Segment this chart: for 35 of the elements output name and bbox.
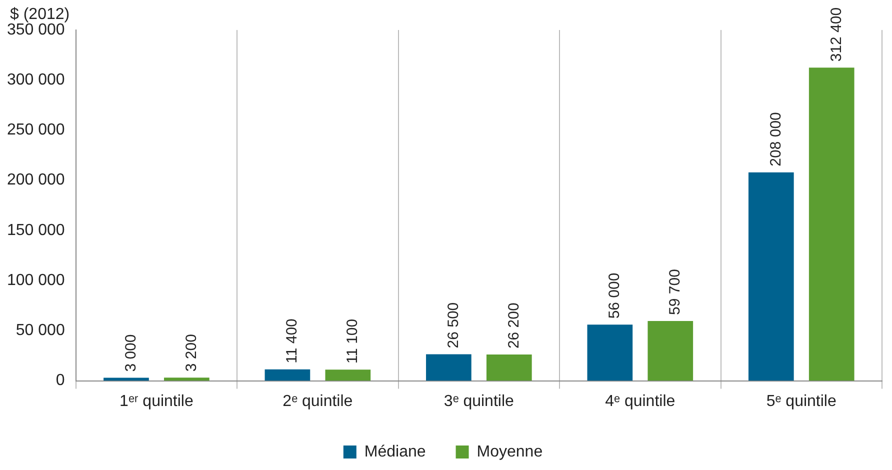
data-label: 59 700 [666,269,684,315]
x-tick-label: 3ᵉ quintile [444,392,514,410]
bar [648,320,694,381]
data-label: 3 200 [182,334,200,372]
data-label: 26 200 [505,302,522,349]
data-label: 208 000 [767,112,784,166]
y-tick-label: 250 000 [6,122,65,139]
y-tick-label: 150 000 [6,222,65,239]
legend-label: Moyenne [476,443,543,460]
y-tick-label: 300 000 [6,72,65,89]
x-tick-label: 4ᵉ quintile [605,392,676,410]
data-label: 312 400 [828,7,845,62]
y-tick-label: 0 [56,372,65,390]
bar [587,324,633,381]
bar [748,172,794,381]
bar [325,370,371,381]
y-tick-label: 350 000 [6,21,65,38]
bar [426,354,472,381]
y-tick-label: 50 000 [16,322,65,340]
bar [264,369,310,381]
bar [808,68,854,381]
y-tick-label: 200 000 [6,172,65,189]
bar [164,378,210,381]
y-tick-label: 100 000 [6,272,65,289]
data-label: 56 000 [606,272,624,319]
bar [486,354,532,381]
x-tick-label: 5ᵉ quintile [766,392,836,410]
y-axis-title: $ (2012) [10,6,70,23]
x-tick-label: 2ᵉ quintile [282,392,353,410]
x-tick-label: 1ᵉʳ quintile [120,392,194,410]
data-label: 11 100 [344,318,362,364]
data-label: 26 500 [444,302,462,348]
data-label: 11 400 [284,318,301,364]
legend-label: Médiane [364,443,426,460]
data-label: 3 000 [122,334,140,372]
